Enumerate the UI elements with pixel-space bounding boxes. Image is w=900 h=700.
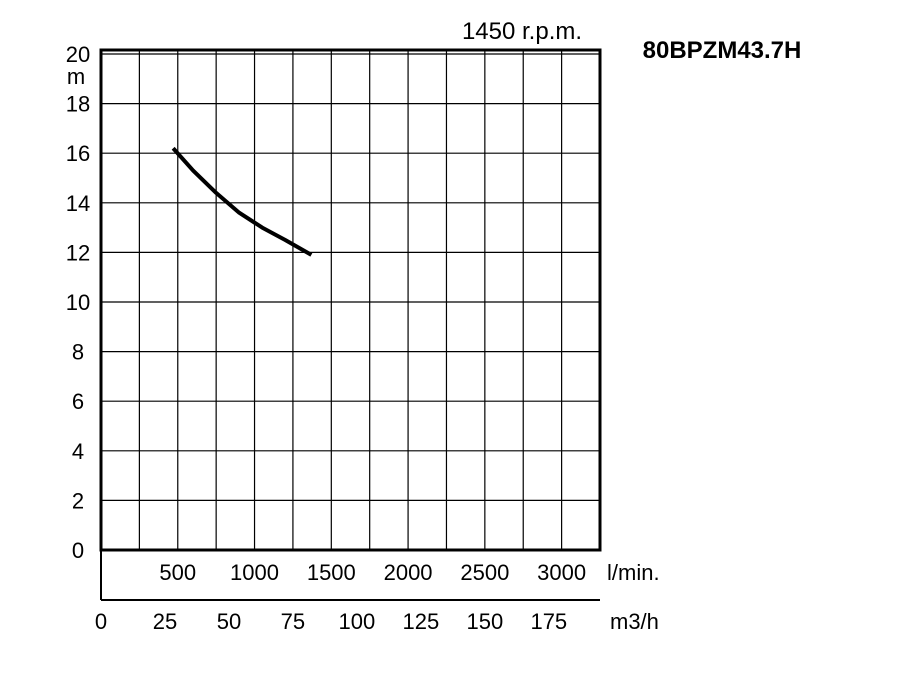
y-tick-label: 2 — [72, 488, 84, 513]
x-tick-label-m3h: 50 — [217, 609, 241, 634]
x-tick-labels-lmin: 500 1000 1500 2000 2500 3000 — [159, 560, 586, 585]
chart-grid — [101, 50, 600, 551]
x-tick-label-lmin: 3000 — [537, 560, 586, 585]
x-tick-label-m3h: 25 — [153, 609, 177, 634]
y-tick-label: 14 — [66, 191, 90, 216]
x-tick-label-m3h: 150 — [466, 609, 503, 634]
y-tick-labels: 0 2 4 6 8 10 12 14 16 18 20 — [66, 42, 90, 563]
y-tick-label: 4 — [72, 439, 84, 464]
x-tick-label-lmin: 2000 — [384, 560, 433, 585]
plot-border — [99, 48, 602, 552]
x-tick-label-lmin: 2500 — [460, 560, 509, 585]
series-layer — [171, 146, 313, 257]
y-tick-label: 12 — [66, 240, 90, 265]
x-tick-label-m3h: 175 — [530, 609, 567, 634]
x-tick-label-lmin: 500 — [159, 560, 196, 585]
x-tick-label-m3h: 100 — [339, 609, 376, 634]
y-tick-label: 6 — [72, 389, 84, 414]
y-tick-label: 16 — [66, 141, 90, 166]
x-tick-label-m3h: 75 — [281, 609, 305, 634]
x-unit-m3h: m3/h — [610, 609, 659, 634]
x-tick-label-lmin: 1000 — [230, 560, 279, 585]
head-flow-curve — [171, 146, 313, 257]
y-axis-unit: m — [67, 64, 85, 89]
x-tick-label-m3h: 125 — [403, 609, 440, 634]
speed-label: 1450 r.p.m. — [462, 18, 582, 45]
y-tick-label: 20 — [66, 42, 90, 67]
y-tick-label: 8 — [72, 340, 84, 365]
chart-frame — [99, 48, 602, 601]
x-tick-label-m3h: 0 — [95, 609, 107, 634]
y-tick-label: 0 — [72, 538, 84, 563]
y-tick-label: 10 — [66, 290, 90, 315]
x-tick-labels-m3h: 0 25 50 75 100 125 150 175 — [95, 609, 567, 634]
x-tick-label-lmin: 1500 — [307, 560, 356, 585]
y-tick-label: 18 — [66, 92, 90, 117]
model-label: 80BPZM43.7H — [643, 37, 802, 64]
x-unit-lmin: l/min. — [607, 560, 660, 585]
